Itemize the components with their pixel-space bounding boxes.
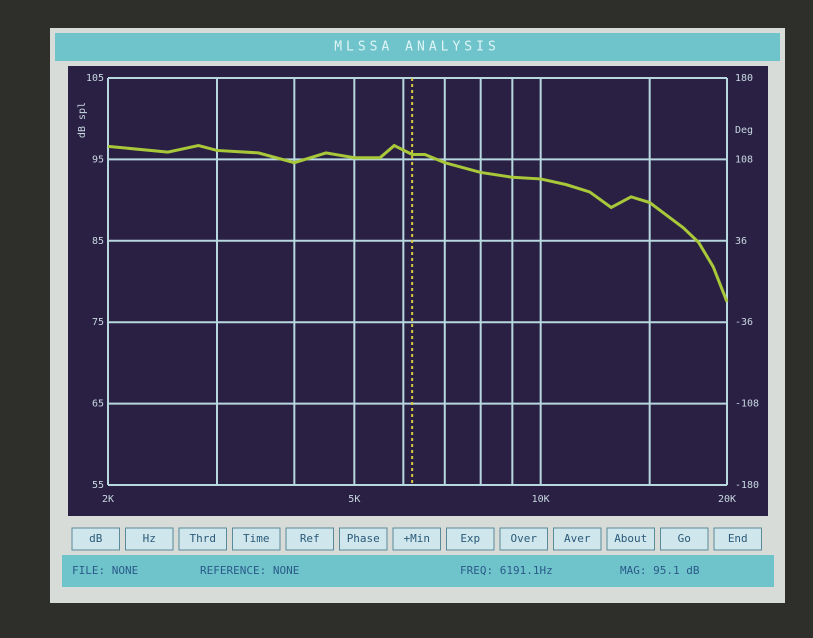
y-tick-label: 65 bbox=[92, 399, 104, 410]
button-label[interactable]: Aver bbox=[564, 532, 591, 545]
page: MLSSA ANALYSIS 55 65 75 85 95 105 -180 -108 -36 3… bbox=[0, 0, 813, 638]
button-label[interactable]: End bbox=[728, 532, 748, 545]
status-text: FILE: NONE bbox=[72, 564, 138, 577]
x-tick-label: 10K bbox=[532, 494, 550, 505]
status-text: MAG: 95.1 dB bbox=[620, 564, 700, 577]
y-tick-label: 75 bbox=[92, 317, 104, 328]
button-label[interactable]: Time bbox=[243, 532, 270, 545]
button-label[interactable]: Phase bbox=[347, 532, 380, 545]
y2-tick-label: 36 bbox=[735, 236, 747, 247]
y-tick-label: 105 bbox=[86, 73, 104, 84]
plot-area bbox=[68, 66, 768, 516]
window-title: MLSSA ANALYSIS bbox=[334, 40, 500, 55]
y-tick-label: 55 bbox=[92, 480, 104, 491]
y2-tick-label: 180 bbox=[735, 73, 753, 84]
x-tick-label: 2K bbox=[102, 494, 114, 505]
status-text: REFERENCE: NONE bbox=[200, 564, 299, 577]
monitor: MLSSA ANALYSIS 55 65 75 85 95 105 -180 -108 -36 3… bbox=[0, 0, 813, 638]
y-tick-label: 95 bbox=[92, 154, 104, 165]
button-label[interactable]: Thrd bbox=[190, 532, 217, 545]
y2-tick-label: -108 bbox=[735, 399, 759, 410]
button-label[interactable]: dB bbox=[89, 532, 103, 545]
x-tick-label: 5K bbox=[348, 494, 360, 505]
y2-tick-label: -36 bbox=[735, 317, 753, 328]
button-label[interactable]: +Min bbox=[404, 532, 431, 545]
y2-tick-label: -180 bbox=[735, 480, 759, 491]
y-axis-label: dB spl bbox=[77, 102, 88, 138]
button-label[interactable]: Over bbox=[511, 532, 538, 545]
status-text: FREQ: 6191.1Hz bbox=[460, 564, 553, 577]
y2-tick-label: 108 bbox=[735, 154, 753, 165]
button-label[interactable]: Hz bbox=[143, 532, 156, 545]
button-label[interactable]: Go bbox=[678, 532, 691, 545]
button-label[interactable]: Exp bbox=[460, 532, 480, 545]
button-label[interactable]: Ref bbox=[300, 532, 320, 545]
y2-axis-label: Deg bbox=[735, 125, 753, 136]
x-tick-label: 20K bbox=[718, 494, 736, 505]
button-label[interactable]: About bbox=[614, 532, 647, 545]
y-tick-label: 85 bbox=[92, 236, 104, 247]
